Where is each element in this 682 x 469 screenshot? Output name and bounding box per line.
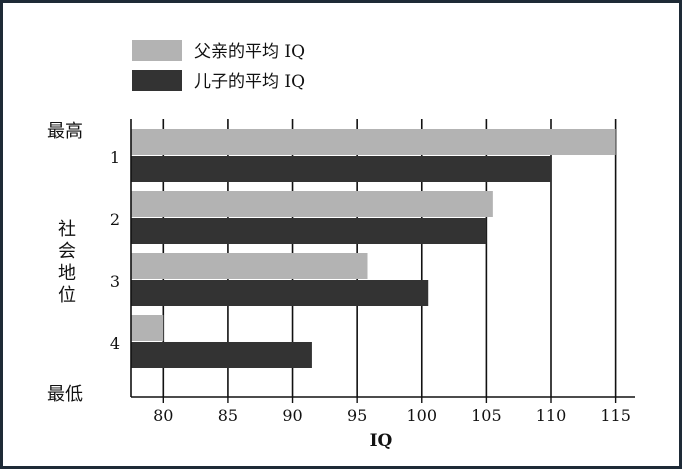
bars-group [131,129,616,368]
legend-label-sons: 儿子的平均 IQ [194,72,305,92]
x-tick-labels: 80 85 90 95 100 105 110 115 [153,406,631,425]
bar-son-1 [131,156,551,182]
x-tick-label-95: 95 [347,406,367,425]
y-category-label-2: 2 [110,210,120,229]
legend-swatch-sons [132,70,182,91]
x-tick-label-100: 100 [406,406,437,425]
legend-label-fathers: 父亲的平均 IQ [194,42,305,62]
y-top-label: 最高 [47,121,83,142]
y-category-label-4: 4 [110,334,120,353]
x-tick-label-85: 85 [218,406,238,425]
x-axis-title: IQ [370,431,393,451]
iq-bar-chart: 80 85 90 95 100 105 110 115 1 2 3 4 父亲的平均 IQ 儿子的平均… [3,3,679,466]
y-axis-title-char-0: 社 [58,219,76,240]
bar-father-4 [131,315,163,341]
legend-swatch-fathers [132,40,182,61]
bar-son-3 [131,280,428,306]
x-tick-label-105: 105 [471,406,502,425]
y-category-label-1: 1 [110,148,120,167]
bar-father-3 [131,253,367,279]
y-axis-title-char-1: 会 [58,241,76,262]
x-tick-label-80: 80 [153,406,173,425]
y-axis-title-char-2: 地 [58,263,76,284]
x-tick-label-115: 115 [600,406,631,425]
bar-father-1 [131,129,616,155]
x-tick-label-110: 110 [536,406,567,425]
bar-son-4 [131,342,312,368]
y-bottom-label: 最低 [47,384,83,405]
y-category-label-3: 3 [110,272,120,291]
legend: 父亲的平均 IQ 儿子的平均 IQ [132,40,305,92]
y-axis-title-char-3: 位 [58,285,76,306]
y-category-labels: 1 2 3 4 [110,148,120,353]
bar-father-2 [131,191,493,217]
chart-frame: 80 85 90 95 100 105 110 115 1 2 3 4 父亲的平均 IQ 儿子的平均… [3,3,679,466]
bar-son-2 [131,218,486,244]
x-tick-label-90: 90 [282,406,302,425]
